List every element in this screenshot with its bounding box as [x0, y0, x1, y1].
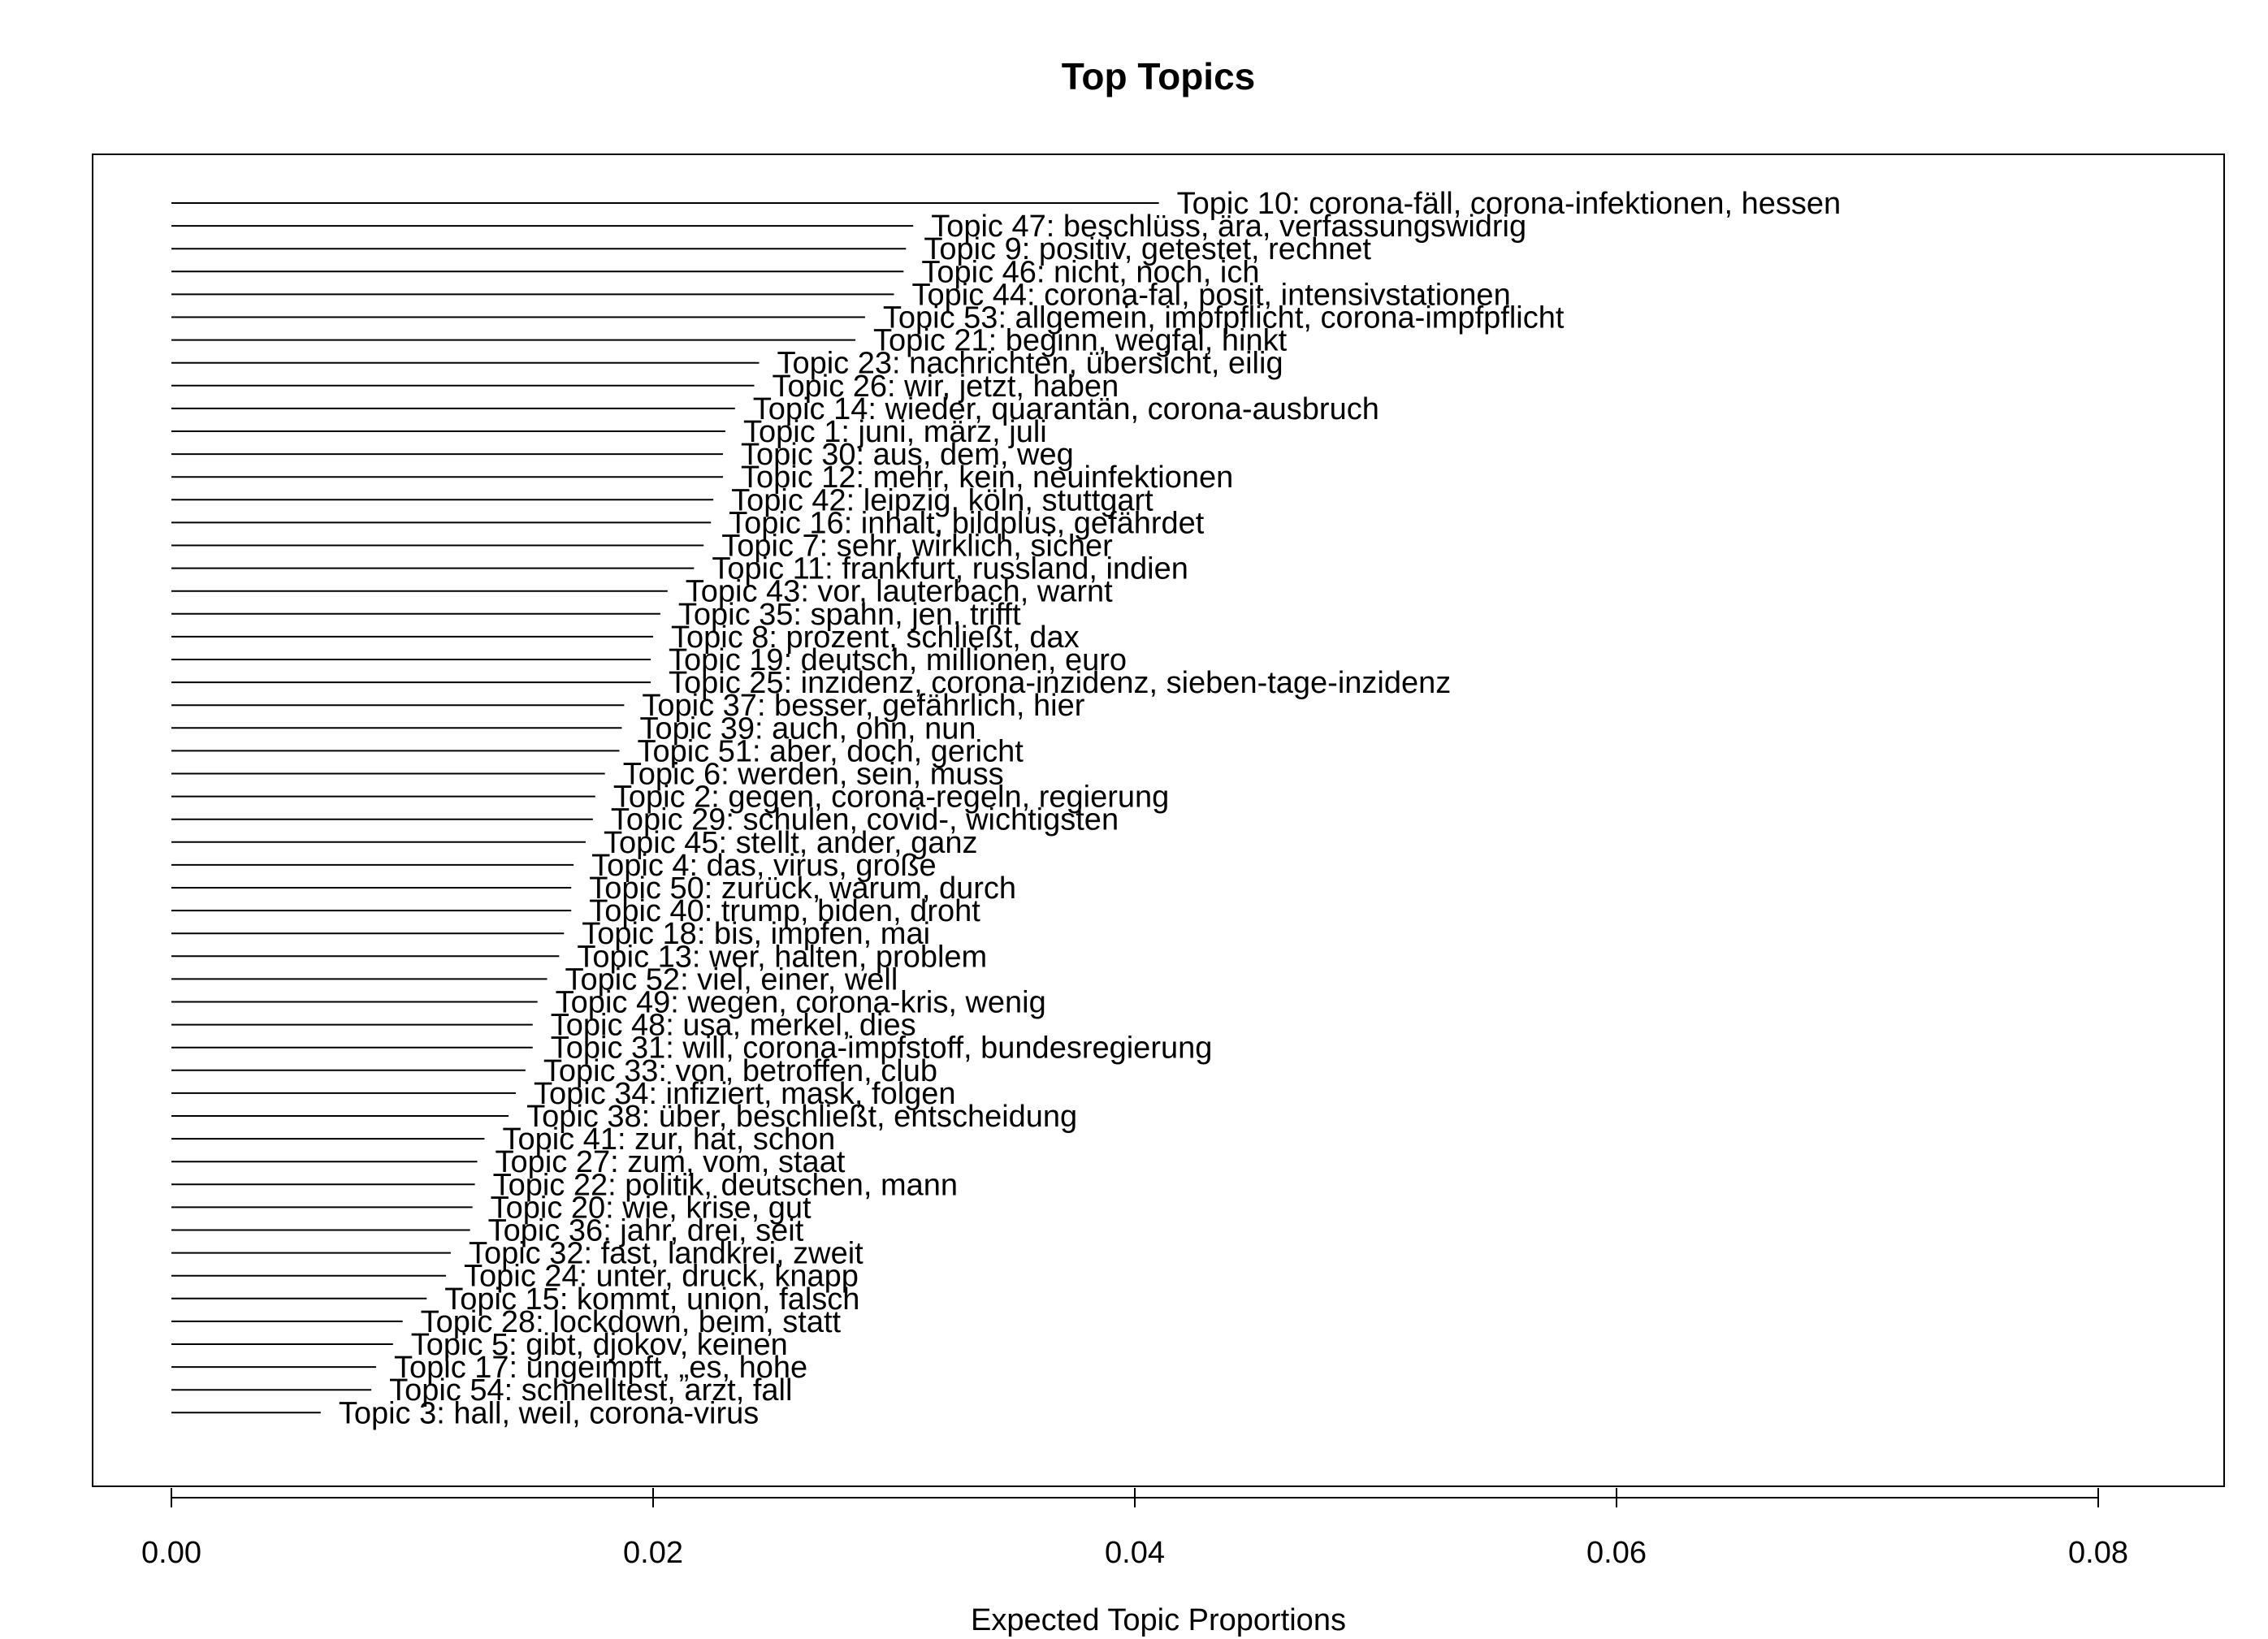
- bar-label: Topic 26: wir, jetzt, haben: [773, 370, 1119, 404]
- bar-label: Topic 24: unter, druck, knapp: [464, 1260, 859, 1294]
- bar-label: Topic 42: leipzig, köln, stuttgart: [731, 483, 1153, 517]
- bar-label: Topic 13: wer, halten, problem: [577, 940, 987, 974]
- bar-label: Topic 22: politik, deutschen, mann: [493, 1168, 958, 1202]
- bar-label: Topic 17: ungeimpft, „es, hohe: [394, 1351, 807, 1385]
- bar-label: Topic 29: schulen, covid-, wichtigsten: [611, 803, 1119, 837]
- bar-label: Topic 2: gegen, corona-regeln, regierung: [613, 781, 1169, 815]
- bar-label: Topic 23: nachrichten, übersicht, eilig: [777, 347, 1283, 381]
- bar-label: Topic 4: das, virus, große: [591, 849, 937, 883]
- x-tick-label: 0.02: [623, 1536, 683, 1570]
- bar-label: Topic 40: trump, biden, droht: [589, 894, 980, 928]
- chart-title: Top Topics: [1062, 55, 1256, 97]
- bar-label: Topic 31: will, corona-impfstoff, bundes…: [551, 1031, 1213, 1066]
- bar-label: Topic 51: aber, doch, gericht: [637, 734, 1024, 768]
- plot-frame: [92, 154, 2225, 1487]
- bar-label: Topic 53: allgemein, impfpflicht, corona…: [883, 301, 1565, 335]
- bar-label: Topic 3: hall, weil, corona-virus: [339, 1396, 759, 1430]
- bar-label: Topic 15: kommt, union, falsch: [444, 1282, 859, 1317]
- bar-label: Topic 44: corona-fal, posit, intensivsta…: [912, 278, 1511, 312]
- bar-label: Topic 45: stellt, ander, ganz: [604, 826, 978, 860]
- bar-label: Topic 36: jahr, drei, seit: [488, 1214, 804, 1248]
- bar-label: Topic 39: auch, ohn, nun: [639, 711, 976, 746]
- bar-label: Topic 49: wegen, corona-kris, wenig: [556, 986, 1046, 1020]
- bars-group: Topic 10: corona-fäll, corona-infektione…: [171, 187, 1841, 1430]
- bar-label: Topic 19: deutsch, millionen, euro: [669, 643, 1127, 677]
- bar-label: Topic 30: aus, dem, weg: [741, 438, 1074, 472]
- bar-label: Topic 38: über, beschließt, entscheidung: [526, 1100, 1077, 1134]
- bar-label: Topic 27: zum, vom, staat: [496, 1145, 846, 1179]
- bar-label: Topic 32: fast, landkrei, zweit: [469, 1237, 863, 1271]
- bar-label: Topic 16: inhalt, bildplus, gefährdet: [729, 506, 1205, 540]
- bar-label: Topic 14: wieder, quarantän, corona-ausb…: [753, 392, 1379, 426]
- bar-label: Topic 18: bis, impfen, mai: [582, 917, 930, 951]
- bar-label: Topic 47: beschlüss, ära, verfassungswid…: [931, 210, 1526, 244]
- bar-label: Topic 8: prozent, schließt, dax: [671, 621, 1080, 655]
- x-tick-label: 0.06: [1586, 1536, 1647, 1570]
- bar-label: Topic 20: wie, krise, gut: [491, 1191, 812, 1225]
- bar-label: Topic 11: frankfurt, russland, indien: [712, 552, 1188, 586]
- bar-label: Topic 54: schnelltest, arzt, fall: [389, 1373, 792, 1408]
- bar-label: Topic 34: infiziert, mask, folgen: [534, 1077, 956, 1111]
- bar-label: Topic 37: besser, gefährlich, hier: [642, 689, 1084, 723]
- bar-label: Topic 33: von, betroffen, club: [543, 1054, 937, 1088]
- x-axis-label: Expected Topic Proportions: [971, 1603, 1346, 1637]
- x-axis: 0.00 0.02 0.04 0.06 0.08: [141, 1488, 2128, 1570]
- bar-label: Topic 43: vor, lauterbach, warnt: [686, 575, 1113, 609]
- bar-label: Topic 9: positiv, getestet, rechnet: [924, 232, 1371, 266]
- bar-label: Topic 1: juni, märz, juli: [743, 415, 1047, 449]
- bar-label: Topic 46: nicht, noch, ich: [921, 255, 1259, 289]
- bar-label: Topic 6: werden, sein, muss: [623, 758, 1004, 792]
- x-tick-label: 0.00: [141, 1536, 201, 1570]
- bar-label: Topic 35: spahn, jen, trifft: [678, 598, 1021, 632]
- bar-label: Topic 50: zurück, warum, durch: [589, 871, 1016, 906]
- bar-label: Topic 25: inzidenz, corona-inzidenz, sie…: [669, 666, 1451, 700]
- bar-label: Topic 48: usa, merkel, dies: [551, 1009, 916, 1043]
- bar-label: Topic 28: lockdown, beim, statt: [421, 1305, 842, 1339]
- bar-label: Topic 41: zur, hat, schon: [502, 1122, 835, 1157]
- x-tick-label: 0.04: [1105, 1536, 1165, 1570]
- bar-label: Topic 21: beginn, wegfal, hinkt: [873, 324, 1288, 358]
- bar-label: Topic 12: mehr, kein, neuinfektionen: [741, 461, 1233, 495]
- bar-label: Topic 5: gibt, djokov, keinen: [411, 1328, 788, 1362]
- bar-label: Topic 10: corona-fäll, corona-infektione…: [1177, 187, 1841, 221]
- x-tick-label: 0.08: [2068, 1536, 2128, 1570]
- bar-label: Topic 7: sehr, wirklich, sicher: [721, 530, 1113, 564]
- bar-label: Topic 52: viel, einer, well: [565, 962, 898, 997]
